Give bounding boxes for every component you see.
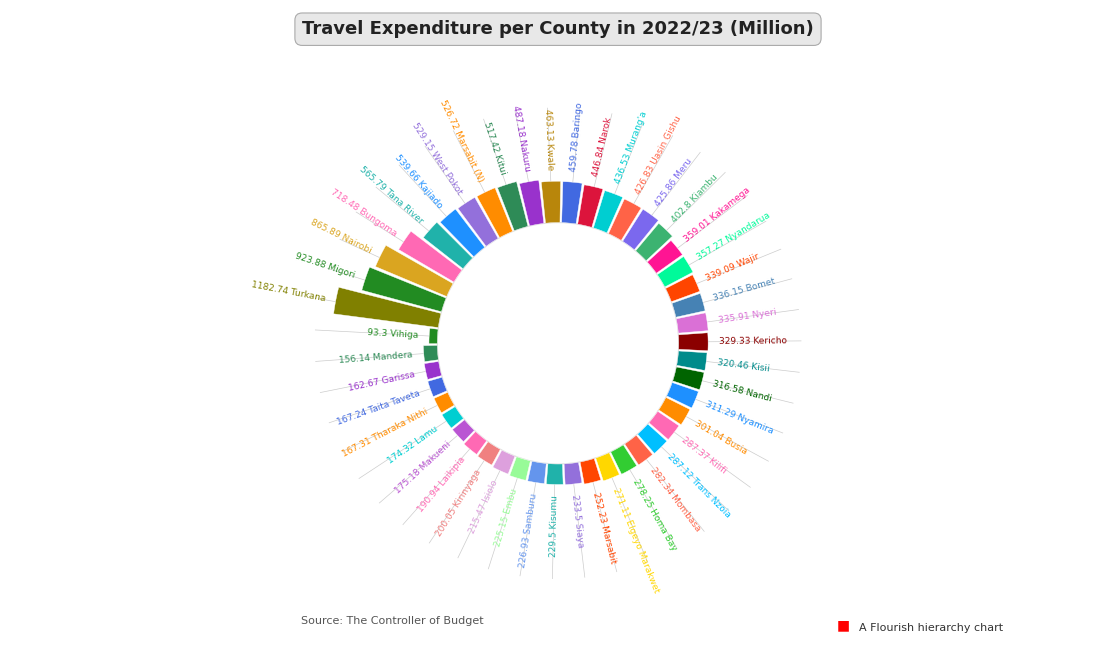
Text: 278.25 Homa Bay: 278.25 Homa Bay [631, 478, 677, 552]
Text: 311.29 Nyamira: 311.29 Nyamira [704, 400, 775, 436]
Polygon shape [541, 181, 560, 223]
Polygon shape [429, 328, 439, 344]
Polygon shape [452, 420, 474, 441]
Text: 200.05 Kirinyaga: 200.05 Kirinyaga [434, 468, 483, 538]
Polygon shape [657, 256, 693, 287]
Polygon shape [666, 382, 699, 408]
Polygon shape [578, 185, 603, 227]
Text: 252.23 Marsabit: 252.23 Marsabit [590, 492, 617, 565]
Text: 335.91 Nyeri: 335.91 Nyeri [718, 307, 777, 324]
Polygon shape [679, 333, 709, 350]
Polygon shape [665, 275, 700, 302]
Polygon shape [623, 209, 658, 250]
Polygon shape [647, 240, 683, 273]
Text: Travel Expenditure per County in 2022/23 (Million): Travel Expenditure per County in 2022/23… [302, 20, 814, 38]
Text: A Flourish hierarchy chart: A Flourish hierarchy chart [859, 623, 1003, 633]
Polygon shape [672, 293, 705, 317]
Polygon shape [648, 411, 679, 439]
Polygon shape [493, 450, 514, 474]
Polygon shape [478, 442, 500, 465]
Ellipse shape [437, 223, 679, 464]
Text: 162.67 Garissa: 162.67 Garissa [348, 369, 416, 393]
Polygon shape [528, 461, 547, 484]
Text: 426.83 Uasin Gishu: 426.83 Uasin Gishu [634, 114, 683, 196]
Polygon shape [424, 361, 442, 380]
Text: 459.78 Baringo: 459.78 Baringo [569, 102, 585, 172]
Text: 229.5 Kisumu: 229.5 Kisumu [549, 495, 559, 557]
Text: 320.46 Kisii: 320.46 Kisii [716, 358, 770, 374]
Polygon shape [547, 463, 564, 485]
Text: 301.04 Busia: 301.04 Busia [693, 419, 749, 456]
Text: 357.27 Nyandarua: 357.27 Nyandarua [695, 211, 772, 262]
Polygon shape [625, 435, 653, 465]
Polygon shape [636, 223, 672, 261]
Polygon shape [676, 313, 709, 333]
Polygon shape [676, 351, 708, 371]
Text: 233.5 Siaya: 233.5 Siaya [570, 495, 585, 548]
Text: 271.11 Elgeyo Marakwet: 271.11 Elgeyo Marakwet [612, 487, 661, 594]
Text: 287.37 Kilifi: 287.37 Kilifi [680, 436, 728, 476]
Text: 156.14 Mandera: 156.14 Mandera [339, 350, 413, 365]
Text: 1182.74 Turkana: 1182.74 Turkana [250, 280, 326, 303]
Polygon shape [564, 462, 583, 485]
Text: 402.8 Kiambu: 402.8 Kiambu [670, 173, 720, 225]
Text: 565.79 Tana River: 565.79 Tana River [357, 165, 425, 226]
Text: 175.18 Makueni: 175.18 Makueni [394, 440, 453, 496]
Text: 336.15 Bomet: 336.15 Bomet [712, 277, 777, 303]
Text: 539.66 Kajiado: 539.66 Kajiado [393, 153, 444, 210]
Polygon shape [561, 182, 583, 224]
Text: 923.88 Migori: 923.88 Migori [295, 251, 356, 280]
Text: 225.15 Embu: 225.15 Embu [493, 487, 519, 548]
Polygon shape [596, 452, 619, 481]
Polygon shape [580, 458, 600, 484]
Polygon shape [519, 180, 543, 226]
Text: 487.18 Nakuru: 487.18 Nakuru [511, 104, 531, 172]
Text: 526.72 Marsabit (N): 526.72 Marsabit (N) [439, 99, 485, 184]
Polygon shape [442, 406, 463, 428]
Polygon shape [498, 182, 528, 231]
Polygon shape [440, 209, 484, 257]
Text: 190.94 Laikipia: 190.94 Laikipia [415, 455, 466, 514]
Text: 517.42 Kitui: 517.42 Kitui [482, 121, 508, 175]
Polygon shape [334, 288, 441, 328]
Polygon shape [458, 197, 498, 247]
Text: 339.09 Wajir: 339.09 Wajir [704, 252, 761, 283]
Text: 865.89 Nairobi: 865.89 Nairobi [309, 217, 373, 255]
Polygon shape [594, 191, 623, 233]
Polygon shape [398, 231, 462, 282]
Polygon shape [375, 245, 453, 297]
Text: 282.34 Mombasa: 282.34 Mombasa [648, 466, 702, 533]
Polygon shape [423, 222, 472, 269]
Polygon shape [427, 377, 448, 397]
Polygon shape [608, 199, 642, 240]
Text: 215.47 Isiolo: 215.47 Isiolo [468, 479, 500, 535]
Text: 718.48 Bungoma: 718.48 Bungoma [328, 187, 398, 238]
Polygon shape [637, 424, 667, 454]
Text: 329.33 Kericho: 329.33 Kericho [719, 336, 787, 346]
Polygon shape [510, 457, 530, 480]
Polygon shape [658, 397, 690, 424]
Text: Source: The Controller of Budget: Source: The Controller of Budget [301, 617, 484, 626]
Text: 529.15 West Pokot: 529.15 West Pokot [411, 121, 464, 196]
Text: 287.12 Trans Nzoia: 287.12 Trans Nzoia [665, 452, 732, 519]
Text: 174.32 Lamu: 174.32 Lamu [386, 424, 440, 465]
Polygon shape [610, 445, 637, 474]
Text: 167.24 Taita Taveta: 167.24 Taita Taveta [336, 389, 422, 426]
Polygon shape [434, 392, 454, 413]
Polygon shape [464, 432, 487, 454]
Text: 436.53 Murang'a: 436.53 Murang'a [614, 110, 648, 185]
Text: 446.84 Narok: 446.84 Narok [591, 116, 614, 177]
Text: ■: ■ [837, 618, 850, 633]
Text: 167.31 Tharaka Nithi: 167.31 Tharaka Nithi [341, 407, 430, 459]
Text: 316.58 Nandi: 316.58 Nandi [711, 380, 772, 404]
Text: 463.13 Kwale: 463.13 Kwale [543, 109, 555, 171]
Polygon shape [477, 188, 512, 238]
Text: 93.3 Vihiga: 93.3 Vihiga [367, 328, 418, 340]
Text: 226.93 Samburu: 226.93 Samburu [518, 493, 539, 569]
Polygon shape [362, 267, 446, 312]
Text: 425.86 Meru: 425.86 Meru [654, 157, 694, 208]
Polygon shape [673, 367, 704, 390]
Text: 359.01 Kakamega: 359.01 Kakamega [683, 186, 752, 244]
Polygon shape [423, 345, 439, 361]
